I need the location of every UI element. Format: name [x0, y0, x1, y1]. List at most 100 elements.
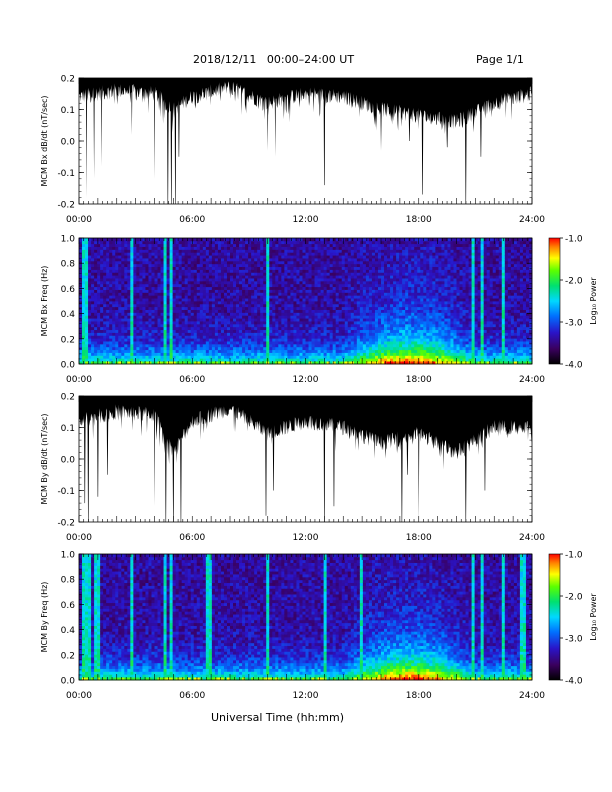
- spectrogram-cell: [254, 343, 258, 348]
- spectrogram-cell: [347, 301, 352, 305]
- spectrogram-cell: [154, 346, 158, 351]
- spectrogram-cell: [299, 335, 303, 339]
- spectrogram-cell: [323, 329, 328, 333]
- spectrogram-cell: [214, 278, 219, 282]
- spectrogram-cell: [187, 338, 192, 342]
- spectrogram-cell: [263, 352, 267, 356]
- spectrogram-cell: [302, 361, 306, 365]
- spectrogram-cell: [118, 321, 122, 325]
- spectrogram-cell: [85, 346, 89, 351]
- spectrogram-cell: [217, 329, 222, 333]
- spectrogram-cell: [88, 266, 92, 270]
- spectrogram-cell: [245, 303, 249, 308]
- spectrogram-cell: [190, 332, 195, 336]
- spectrogram-cell: [160, 355, 164, 359]
- spectrogram-cell: [272, 275, 276, 279]
- spectrogram-cell: [184, 286, 189, 290]
- spectrogram-cell: [178, 321, 183, 325]
- spectrogram-cell: [290, 238, 294, 242]
- spectrogram-cell: [377, 346, 382, 351]
- spectrogram-cell: [402, 318, 406, 322]
- spectrogram-cell: [211, 352, 216, 356]
- spectrogram-cell: [362, 312, 367, 316]
- spectrogram-cell: [344, 278, 349, 282]
- spectrogram-cell: [248, 272, 252, 276]
- spectrogram-cell: [308, 358, 312, 362]
- spectrogram-cell: [290, 278, 294, 282]
- spectrogram-cell: [365, 289, 370, 293]
- spectrogram-cell: [124, 258, 128, 262]
- spectrogram-cell: [142, 258, 146, 262]
- spectrogram-cell: [181, 321, 186, 325]
- spectrogram-cell: [384, 252, 388, 256]
- spectrogram-cell: [335, 312, 340, 316]
- spectrogram-cell: [314, 260, 318, 265]
- spectrogram-cell: [124, 309, 128, 313]
- spectrogram-cell: [196, 338, 201, 342]
- spectrogram-cell: [163, 266, 167, 270]
- spectrogram-cell: [390, 358, 394, 362]
- spectrogram-cell: [214, 349, 219, 353]
- spectrogram-cell: [387, 240, 391, 245]
- spectrogram-cell: [305, 280, 309, 285]
- spectrogram-cell: [230, 355, 234, 359]
- spectrogram-cell: [136, 323, 140, 328]
- spectrogram-cell: [260, 309, 264, 313]
- spectrogram-cell: [239, 258, 243, 262]
- spectrogram-cell: [290, 346, 294, 351]
- spectrogram-cell: [284, 292, 288, 296]
- spectrogram-cell: [208, 335, 213, 339]
- spectrogram-cell: [302, 275, 306, 279]
- spectrogram-cell: [112, 269, 116, 273]
- spectrogram-cell: [287, 295, 291, 299]
- spectrogram-cell: [124, 280, 128, 285]
- spectrogram-cell: [239, 260, 243, 265]
- spectrogram-cell: [202, 361, 207, 365]
- spectrogram-cell: [118, 283, 122, 288]
- spectrogram-cell: [257, 298, 261, 302]
- spectrogram-cell: [263, 306, 267, 310]
- spectrogram-cell: [118, 263, 122, 268]
- spectrogram-cell: [115, 335, 119, 339]
- spectrogram-cell: [208, 295, 213, 299]
- spectrogram-cell: [245, 269, 249, 273]
- spectrogram-cell: [154, 343, 158, 348]
- spectrogram-cell: [311, 246, 315, 250]
- spectrogram-cell: [293, 252, 297, 256]
- spectrogram-cell: [97, 278, 101, 282]
- spectrogram-cell: [187, 238, 192, 242]
- spectrogram-cell: [157, 283, 161, 288]
- spectrogram-cell: [393, 361, 397, 365]
- spectrogram-cell: [396, 278, 400, 282]
- spectrogram-cell: [263, 343, 267, 348]
- spectrogram-cell: [85, 246, 89, 250]
- spectrogram-cell: [217, 249, 222, 253]
- spectrogram-cell: [121, 260, 125, 265]
- spectrogram-cell: [172, 249, 177, 253]
- spectrogram-cell: [79, 341, 83, 345]
- spectrogram-cell: [100, 323, 104, 328]
- spectrogram-cell: [100, 260, 104, 265]
- spectrogram-cell: [320, 329, 325, 333]
- spectrogram-cell: [368, 315, 373, 319]
- spectrogram-cell: [338, 240, 343, 245]
- spectrogram-cell: [399, 326, 403, 331]
- spectrogram-cell: [263, 243, 267, 247]
- spectrogram-cell: [402, 361, 406, 365]
- spectrogram-cell: [335, 318, 340, 322]
- spectrogram-cell: [296, 335, 300, 339]
- spectrogram-cell: [281, 318, 285, 322]
- spectrogram-cell: [109, 246, 113, 250]
- spectrogram-cell: [275, 260, 279, 265]
- spectrogram-cell: [199, 315, 204, 319]
- spectrogram-cell: [365, 258, 370, 262]
- spectrogram-cell: [145, 332, 149, 336]
- spectrogram-cell: [266, 278, 270, 282]
- spectrogram-cell: [97, 323, 101, 328]
- spectrogram-cell: [112, 329, 116, 333]
- spectrogram-cell: [88, 283, 92, 288]
- spectrogram-cell: [184, 329, 189, 333]
- spectrogram-cell: [214, 240, 219, 245]
- spectrogram-cell: [118, 318, 122, 322]
- spectrogram-cell: [217, 286, 222, 290]
